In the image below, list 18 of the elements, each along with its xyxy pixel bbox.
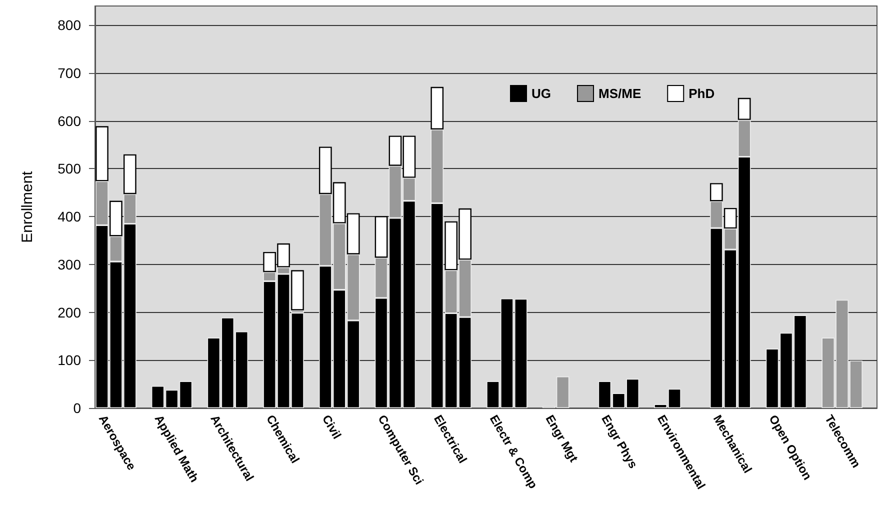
legend-label: UG: [532, 86, 551, 101]
y-tick-label: 800: [58, 17, 82, 34]
y-tick-label: 400: [58, 208, 82, 225]
y-tick-label: 300: [58, 256, 82, 272]
bar: [710, 183, 723, 202]
y-tick-label: 0: [73, 400, 82, 416]
bar: [738, 98, 751, 120]
y-axis-title: Enrollment: [19, 170, 36, 243]
legend-label: PhD: [688, 86, 715, 101]
bar: [96, 126, 108, 182]
y-tick-label: 100: [58, 352, 82, 368]
bar: [430, 86, 444, 130]
bar: [123, 154, 136, 194]
y-tick-label: 700: [58, 65, 82, 81]
legend-label: MS/ME: [598, 86, 642, 101]
y-tick-label: 200: [58, 304, 82, 320]
y-tick-label: 500: [58, 160, 82, 177]
y-tick-label: 600: [58, 112, 82, 129]
